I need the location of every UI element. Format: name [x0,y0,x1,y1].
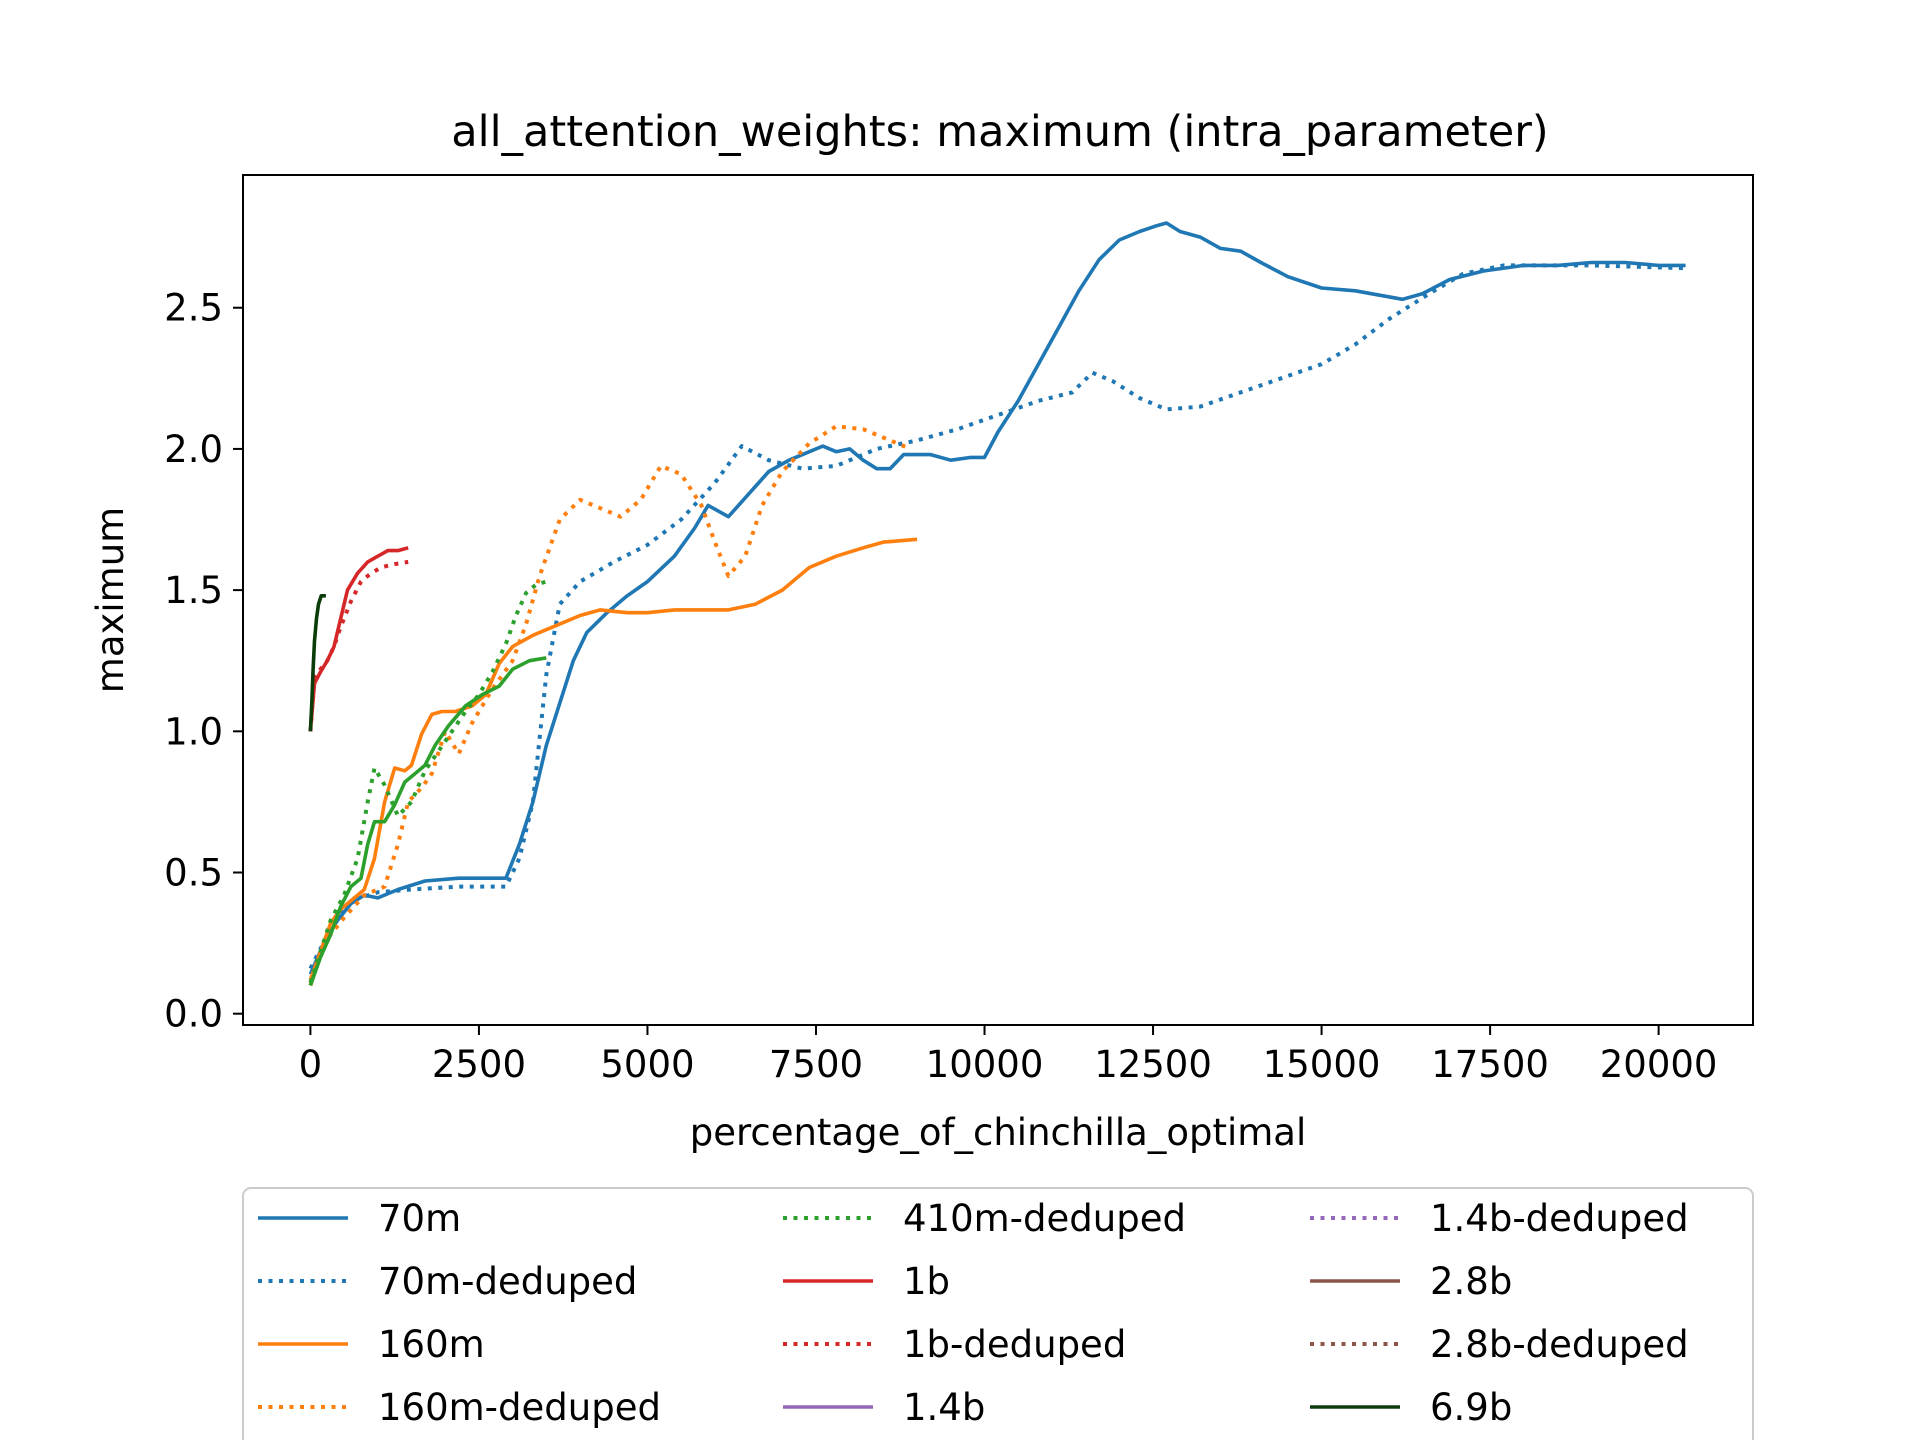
series-line-160m [308,537,918,981]
plot-lines [308,221,1686,987]
x-tick-label: 20000 [1600,1043,1718,1086]
x-tick-label: 12500 [1094,1043,1212,1086]
chart-title: all_attention_weights: maximum (intra_pa… [451,107,1548,157]
x-tick-label: 15000 [1263,1043,1381,1086]
legend: 70m 70m-deduped 160m 160m-deduped 410m-dedup… [242,1187,1754,1440]
series-line-70m-deduped [308,263,1686,970]
x-tick-label: 0 [299,1043,323,1086]
y-axis: 0.0 0.5 1.0 1.5 2.0 2.5 [164,287,243,1036]
series-line-160m-deduped [308,424,912,987]
series-line-410m [308,656,547,987]
legend-label: 70m [378,1197,461,1240]
y-tick-label: 0.5 [164,852,223,895]
y-tick-label: 0.0 [164,993,223,1036]
x-axis: 0 2500 5000 7500 10000 12500 15000 17500 20000 [299,1025,1718,1086]
y-tick-label: 1.5 [164,569,223,612]
y-tick-label: 2.5 [164,287,223,330]
legend-label: 6.9b [1430,1386,1512,1429]
x-axis-label: percentage_of_chinchilla_optimal [690,1111,1307,1154]
series-line-410m-deduped [308,579,547,984]
legend-label: 160m-deduped [378,1386,661,1429]
y-tick-label: 2.0 [164,428,223,471]
legend-label: 1.4b [903,1386,985,1429]
legend-label: 1b [903,1260,950,1303]
legend-label: 2.8b-deduped [1430,1323,1689,1366]
y-axis-label: maximum [89,507,132,693]
legend-label: 160m [378,1323,485,1366]
x-tick-label: 7500 [769,1043,863,1086]
series-line-6_9b [308,594,326,732]
series-line-1b-deduped [308,559,409,732]
legend-frame [242,1187,1754,1440]
legend-label: 1b-deduped [903,1323,1126,1366]
plot-frame [242,174,1754,1026]
legend-label: 1.4b-deduped [1430,1197,1689,1240]
legend-label: 2.8b [1430,1260,1512,1303]
series-line-1b [308,546,409,732]
legend-label: 410m-deduped [903,1197,1186,1240]
x-tick-label: 17500 [1431,1043,1549,1086]
x-tick-label: 10000 [926,1043,1044,1086]
y-tick-label: 1.0 [164,710,223,753]
x-tick-label: 5000 [600,1043,694,1086]
legend-label: 70m-deduped [378,1260,637,1303]
x-tick-label: 2500 [432,1043,526,1086]
